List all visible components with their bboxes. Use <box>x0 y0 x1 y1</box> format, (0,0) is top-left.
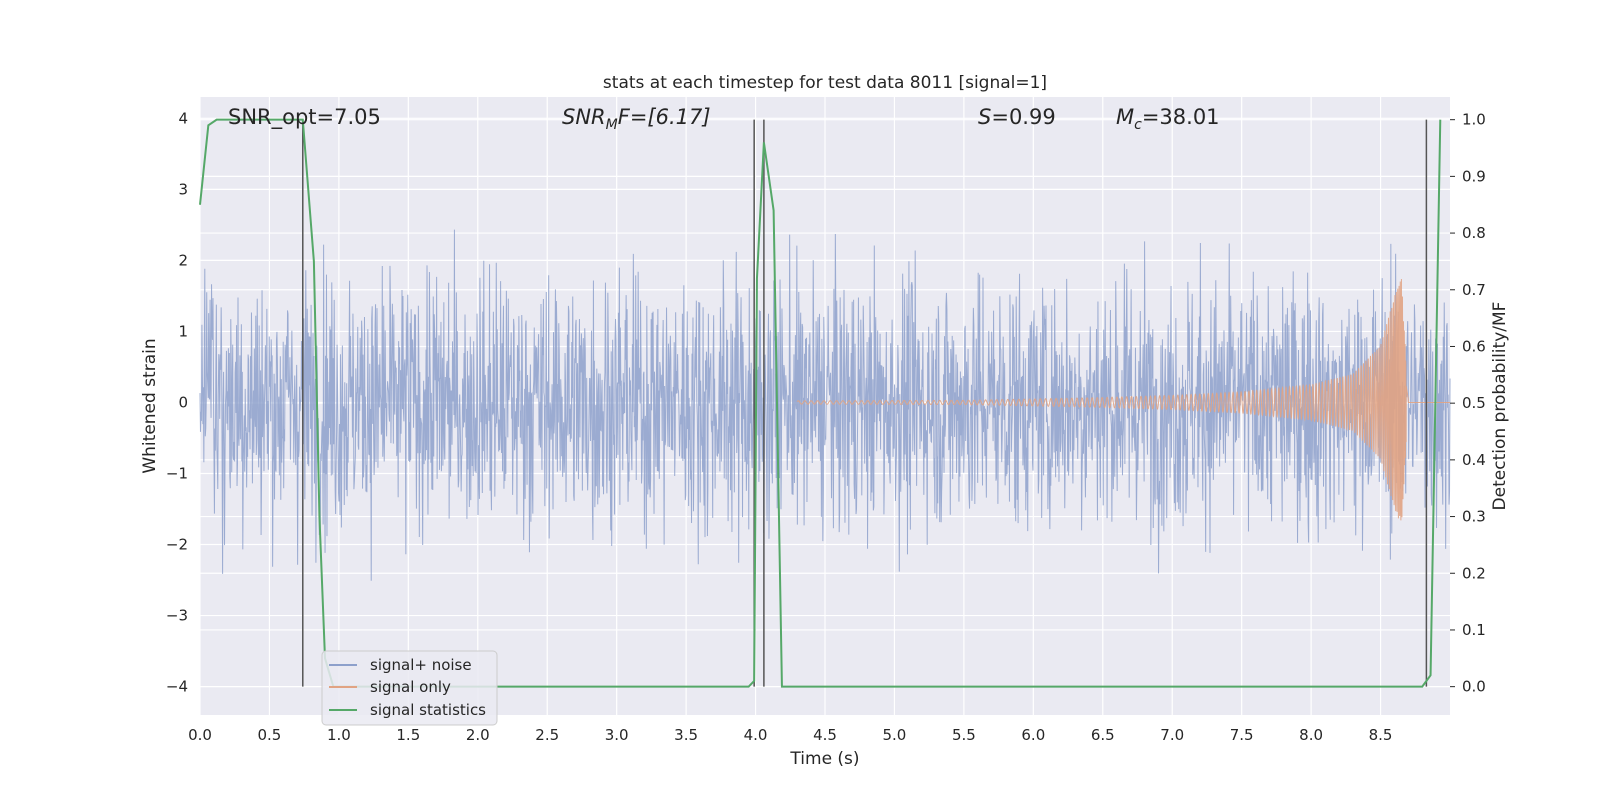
x-tick-label-7: 3.5 <box>674 726 698 744</box>
stats-line <box>199 118 1442 688</box>
y-right-tick-label-6: 0.6 <box>1462 337 1486 355</box>
y-right-tick-label-7: 0.7 <box>1462 281 1486 299</box>
x-tick-label-13: 6.5 <box>1091 726 1115 744</box>
y-tick-labels: −4 −3 −2 −1 0 1 2 3 4 <box>166 109 188 695</box>
y-right-tick-label-0: 0.0 <box>1462 678 1486 696</box>
signal-only-series <box>796 278 1450 521</box>
snr-mf-rest-text: F=[6.17] <box>618 105 711 129</box>
x-axis-label: Time (s) <box>789 749 859 769</box>
y-tick-label-0: −4 <box>166 678 188 696</box>
y-right-tick-label-5: 0.5 <box>1462 394 1486 412</box>
y-right-tick-label-9: 0.9 <box>1462 167 1486 185</box>
y-tick-label-2: −2 <box>166 536 188 554</box>
legend-label-signal: signal only <box>370 678 451 696</box>
x-tick-label-5: 2.5 <box>535 726 559 744</box>
y-tick-label-4: 0 <box>178 393 188 411</box>
y-right-tick-label-4: 0.4 <box>1462 451 1486 469</box>
y-tick-label-6: 2 <box>178 251 188 269</box>
x-tick-label-10: 5.0 <box>883 726 907 744</box>
y-right-tick-label-10: 1.0 <box>1462 111 1486 129</box>
annotation-snr-mf: SNRMF=[6.17] <box>562 105 711 133</box>
y-axis-label: Whitened strain <box>140 338 160 473</box>
y-right-tick-label-2: 0.2 <box>1462 564 1486 582</box>
y-tick-label-3: −1 <box>166 464 188 482</box>
y-tick-label-1: −3 <box>166 607 188 625</box>
x-tick-label-6: 3.0 <box>605 726 629 744</box>
snr-mf-rest: F=[6.17] <box>618 105 711 129</box>
legend: signal+ noise signal only signal statist… <box>321 650 498 726</box>
y-tick-label-5: 1 <box>178 322 188 340</box>
legend-box <box>321 650 498 726</box>
annotation-s: S=0.99 <box>978 105 1056 129</box>
s-rest: =0.99 <box>991 105 1055 129</box>
annotation-mc: Mc=38.01 <box>1116 105 1220 133</box>
signal-noise-series <box>199 229 1451 581</box>
signal-statistics-series <box>199 118 1442 688</box>
legend-label-stats: signal statistics <box>370 701 486 719</box>
y-right-tick-label-1: 0.1 <box>1462 621 1486 639</box>
chart-title: stats at each timestep for test data 801… <box>603 73 1047 93</box>
x-tick-label-14: 7.0 <box>1160 726 1184 744</box>
x-tick-label-4: 2.0 <box>466 726 490 744</box>
y-right-axis-label: Detection probability/MF <box>1490 302 1510 511</box>
signal-line <box>796 278 1450 521</box>
noise-line <box>199 229 1451 581</box>
annotation-snr-opt: SNR_opt=7.05 <box>228 105 381 130</box>
y-right-tick-label-8: 0.8 <box>1462 224 1486 242</box>
x-tick-label-12: 6.0 <box>1021 726 1045 744</box>
mc-main: M <box>1116 105 1134 129</box>
x-tick-label-17: 8.5 <box>1369 726 1393 744</box>
x-tick-labels: 0.0 0.5 1.0 1.5 2.0 2.5 3.0 3.5 4.0 4.5 5.0 5.5 6.0 6… <box>188 726 1392 744</box>
x-tick-label-1: 0.5 <box>258 726 282 744</box>
x-tick-label-0: 0.0 <box>188 726 212 744</box>
snr-mf-main: SNR <box>562 105 606 129</box>
x-tick-label-9: 4.5 <box>813 726 837 744</box>
y-tick-label-7: 3 <box>178 180 188 198</box>
x-tick-label-2: 1.0 <box>327 726 351 744</box>
x-tick-label-8: 4.0 <box>744 726 768 744</box>
mc-sub: c <box>1134 117 1142 133</box>
y-right-tick-labels: 0.0 0.1 0.2 0.3 0.4 0.5 0.6 0.7 0.8 0.9 1.0 <box>1450 111 1486 696</box>
x-tick-label-3: 1.5 <box>396 726 420 744</box>
x-tick-label-16: 8.0 <box>1299 726 1323 744</box>
x-tick-label-15: 7.5 <box>1230 726 1254 744</box>
legend-label-noise: signal+ noise <box>370 656 472 674</box>
mc-rest: =38.01 <box>1142 105 1220 129</box>
s-main: S <box>978 105 991 129</box>
snr-mf-sub: M <box>606 117 618 133</box>
x-tick-label-11: 5.5 <box>952 726 976 744</box>
y-right-tick-label-3: 0.3 <box>1462 508 1486 526</box>
y-tick-label-8: 4 <box>178 109 188 127</box>
